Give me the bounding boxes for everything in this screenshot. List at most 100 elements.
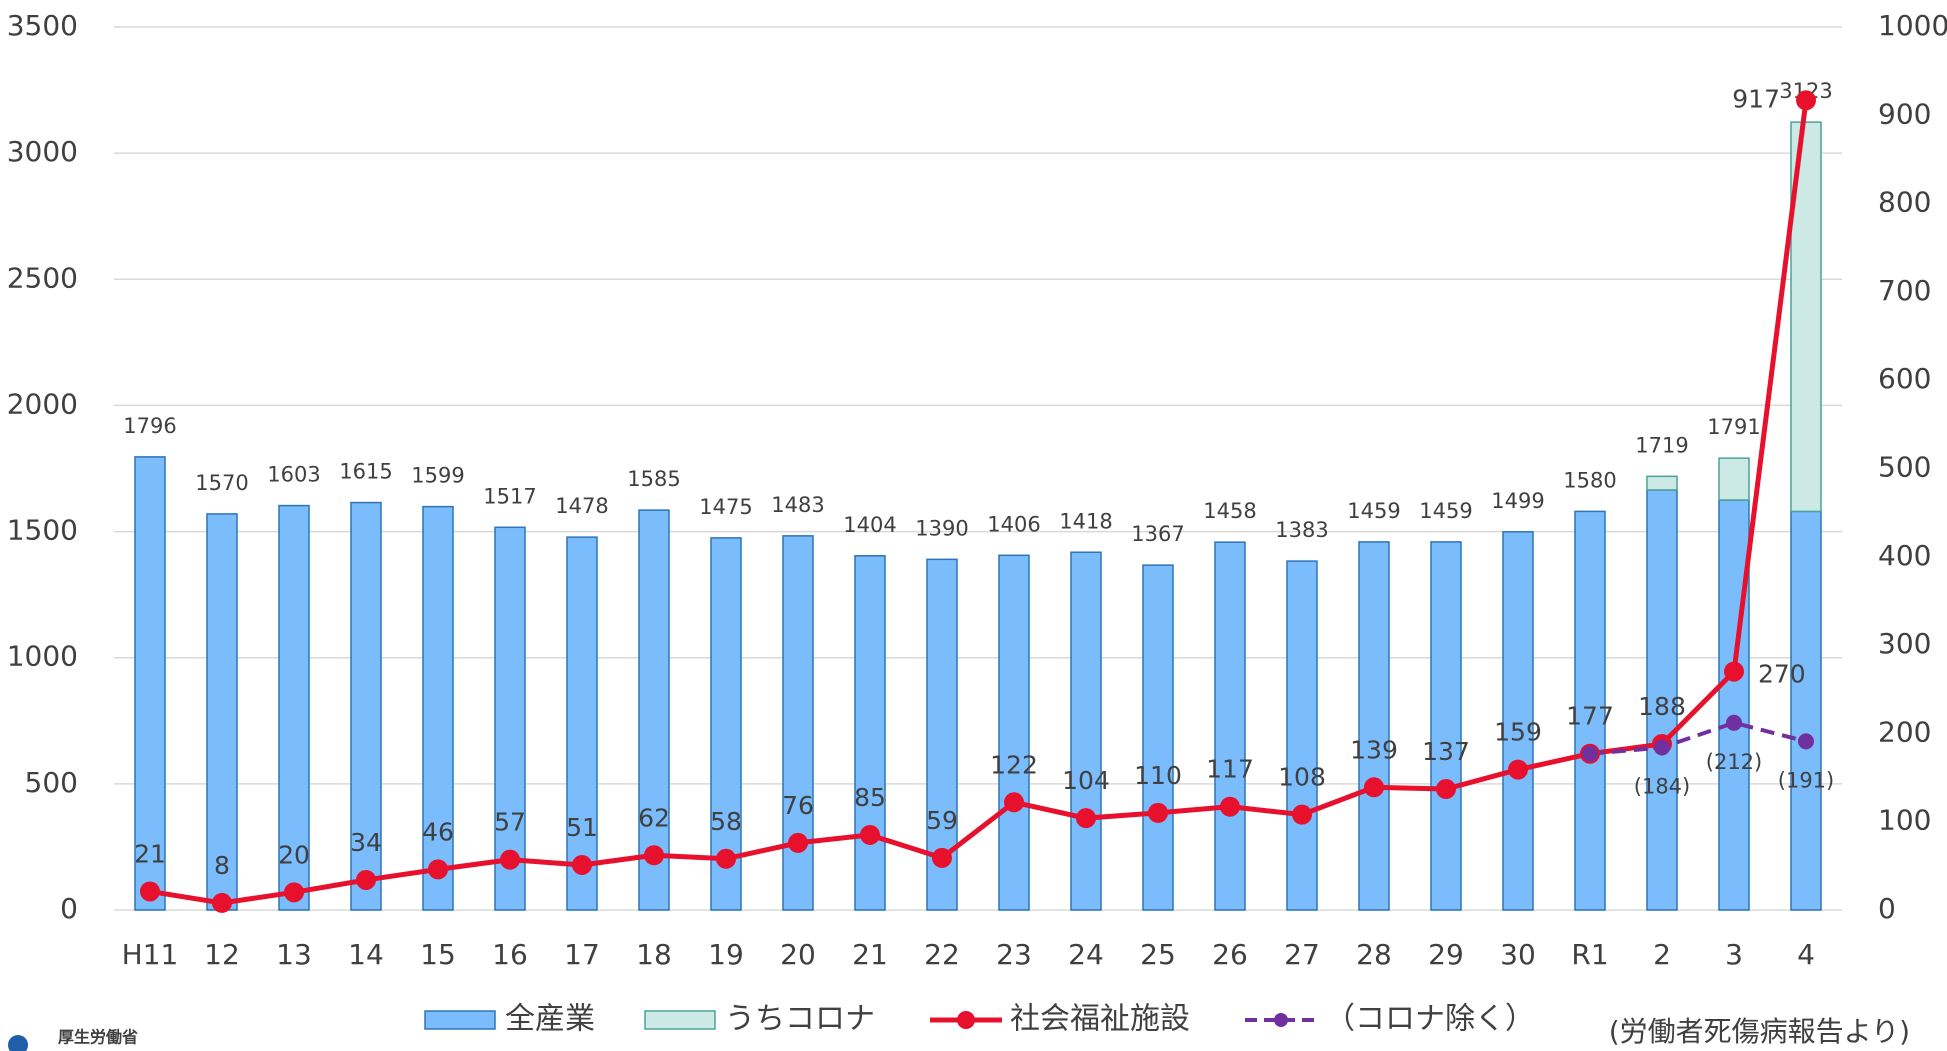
- total-label: 1599: [411, 464, 464, 488]
- data-label: 51: [566, 813, 598, 842]
- bar: [134, 456, 166, 911]
- data-label: 58: [710, 807, 742, 836]
- x-tick-label: 2: [1653, 938, 1671, 971]
- total-label: 1517: [483, 484, 536, 508]
- legend-marker: [1274, 1013, 1288, 1027]
- y2-tick-label: 600: [1878, 362, 1931, 395]
- bar: [782, 535, 814, 911]
- y2-tick-label: 200: [1878, 715, 1931, 748]
- data-label: 46: [422, 817, 454, 846]
- total-label: 1458: [1203, 499, 1256, 523]
- bar: [422, 505, 454, 911]
- legend-swatch: [424, 1010, 496, 1030]
- x-tick-label: 21: [852, 938, 888, 971]
- data-label: (184): [1634, 775, 1690, 799]
- bar: [1574, 510, 1606, 911]
- line-point: [860, 824, 880, 845]
- line-point: [356, 869, 376, 890]
- data-label: 57: [494, 808, 526, 837]
- y-tick-label: 3500: [7, 9, 78, 42]
- data-label: 34: [350, 828, 382, 857]
- y-tick-label: 500: [25, 766, 78, 799]
- y-tick-label: 1000: [7, 640, 78, 673]
- bar: [1430, 541, 1462, 911]
- data-label: (212): [1706, 750, 1762, 774]
- total-label: 1418: [1059, 509, 1112, 533]
- data-label: 108: [1278, 763, 1326, 792]
- x-tick-label: 20: [780, 938, 816, 971]
- legend-label: （コロナ除く）: [1325, 1002, 1535, 1037]
- legend-swatch: [644, 1010, 716, 1030]
- x-tick-label: 19: [708, 938, 744, 971]
- total-label: 1570: [195, 471, 248, 495]
- line: [149, 99, 1809, 906]
- line-point: [572, 854, 592, 875]
- total-label: 1390: [915, 516, 968, 540]
- bar: [1502, 531, 1534, 911]
- total-label: 1615: [339, 460, 392, 484]
- bar: [710, 537, 742, 911]
- data-label: 139: [1350, 735, 1398, 764]
- x-tick-label: 16: [492, 938, 528, 971]
- legend-marker: [957, 1011, 975, 1029]
- x-tick-label: 15: [420, 938, 456, 971]
- data-label: 85: [854, 783, 886, 812]
- x-tick-label: 25: [1140, 938, 1176, 971]
- x-tick-label: 12: [204, 938, 240, 971]
- y2-tick-label: 700: [1878, 274, 1931, 307]
- total-label: 1404: [843, 513, 896, 537]
- x-tick-label: 18: [636, 938, 672, 971]
- bar: [494, 526, 526, 911]
- y-tick-label: 2500: [7, 261, 78, 294]
- bar: [998, 554, 1030, 911]
- bar: [1286, 560, 1318, 911]
- x-tick-label: 29: [1428, 938, 1464, 971]
- legend-label: うちコロナ: [725, 1002, 875, 1037]
- x-tick-label: R1: [1571, 938, 1608, 971]
- y2-tick-label: 100: [1878, 804, 1931, 837]
- data-label: 21: [134, 839, 166, 868]
- line-point: [1220, 796, 1240, 817]
- line: [1589, 720, 1807, 756]
- legend-label: 社会福祉施設: [1010, 1002, 1190, 1037]
- total-label: 1585: [627, 467, 680, 491]
- x-tick-label: 4: [1797, 938, 1815, 971]
- line-point: [644, 845, 664, 866]
- logo-icon: [8, 1035, 28, 1051]
- line-point: [1004, 792, 1024, 813]
- line-point: [1508, 759, 1528, 780]
- data-label: 137: [1422, 737, 1470, 766]
- total-label: 1580: [1563, 468, 1616, 492]
- data-label: 110: [1134, 761, 1182, 790]
- source-note: (労働者死傷病報告より): [1609, 1015, 1910, 1048]
- line-point: [716, 848, 736, 869]
- bar: [1358, 541, 1390, 911]
- x-tick-label: 28: [1356, 938, 1392, 971]
- data-label: 117: [1206, 755, 1254, 784]
- line-point: [1582, 745, 1598, 762]
- bar: [1070, 551, 1102, 911]
- data-label: 76: [782, 791, 814, 820]
- data-label: 122: [990, 750, 1038, 779]
- data-label: 20: [278, 840, 310, 869]
- line-point: [1364, 777, 1384, 798]
- bar: [278, 504, 310, 911]
- x-tick-label: 24: [1068, 938, 1104, 971]
- bar: [1646, 475, 1678, 491]
- data-label: 270: [1758, 660, 1806, 689]
- total-label: 1383: [1275, 518, 1328, 542]
- data-label: 8: [214, 851, 230, 880]
- x-tick-label: 14: [348, 938, 384, 971]
- x-tick-label: H11: [122, 938, 179, 971]
- line-point: [1436, 779, 1456, 800]
- line-point: [140, 881, 160, 902]
- y-tick-label: 1500: [7, 514, 78, 547]
- y-tick-label: 3000: [7, 135, 78, 168]
- data-label: 177: [1566, 702, 1614, 731]
- line-point: [1076, 808, 1096, 829]
- data-label: 104: [1062, 766, 1110, 795]
- total-label: 1499: [1491, 489, 1544, 513]
- line-point: [1798, 733, 1814, 750]
- x-tick-label: 3: [1725, 938, 1743, 971]
